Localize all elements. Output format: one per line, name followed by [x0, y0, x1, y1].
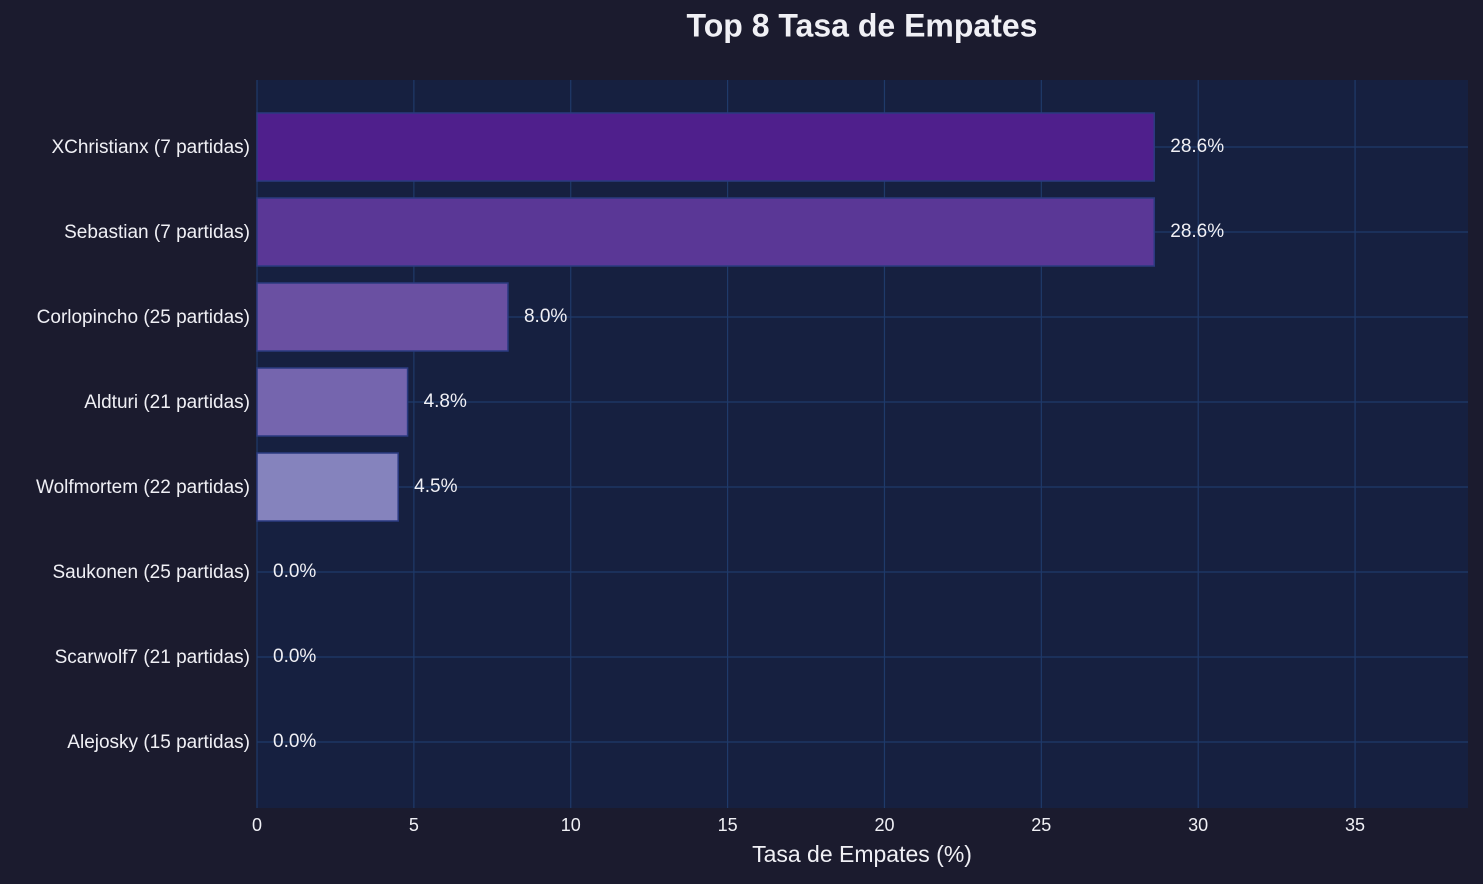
y-tick-label: XChristianx (7 partidas) [51, 137, 250, 158]
y-tick-label: Corlopincho (25 partidas) [37, 307, 250, 328]
plot-area [257, 80, 1468, 808]
bar [256, 197, 1156, 267]
value-label: 0.0% [273, 731, 316, 752]
x-tick-label: 30 [1188, 815, 1208, 835]
value-label: 8.0% [524, 306, 567, 327]
value-label: 4.5% [414, 476, 457, 497]
x-tick-label: 35 [1345, 815, 1365, 835]
bar [256, 452, 399, 522]
x-tick-label: 10 [561, 815, 581, 835]
x-tick-label: 0 [252, 815, 262, 835]
value-label: 28.6% [1170, 221, 1224, 242]
value-label: 28.6% [1170, 136, 1224, 157]
y-tick-label: Saukonen (25 partidas) [52, 562, 250, 583]
bar [256, 112, 1156, 182]
x-axis-label: Tasa de Empates (%) [752, 841, 972, 867]
chart-title: Top 8 Tasa de Empates [687, 7, 1038, 43]
y-tick-label: Scarwolf7 (21 partidas) [55, 647, 250, 668]
y-tick-label: Aldturi (21 partidas) [84, 392, 250, 413]
x-tick-label: 15 [718, 815, 738, 835]
y-tick-label: Alejosky (15 partidas) [67, 732, 250, 753]
value-label: 0.0% [273, 646, 316, 667]
x-tick-label: 5 [409, 815, 419, 835]
x-tick-label: 25 [1031, 815, 1051, 835]
bar [256, 282, 509, 352]
y-tick-label: Wolfmortem (22 partidas) [36, 477, 250, 498]
x-tick-label: 20 [874, 815, 894, 835]
y-tick-label: Sebastian (7 partidas) [64, 222, 250, 243]
value-label: 0.0% [273, 561, 316, 582]
value-label: 4.8% [424, 391, 467, 412]
bar [256, 367, 409, 437]
